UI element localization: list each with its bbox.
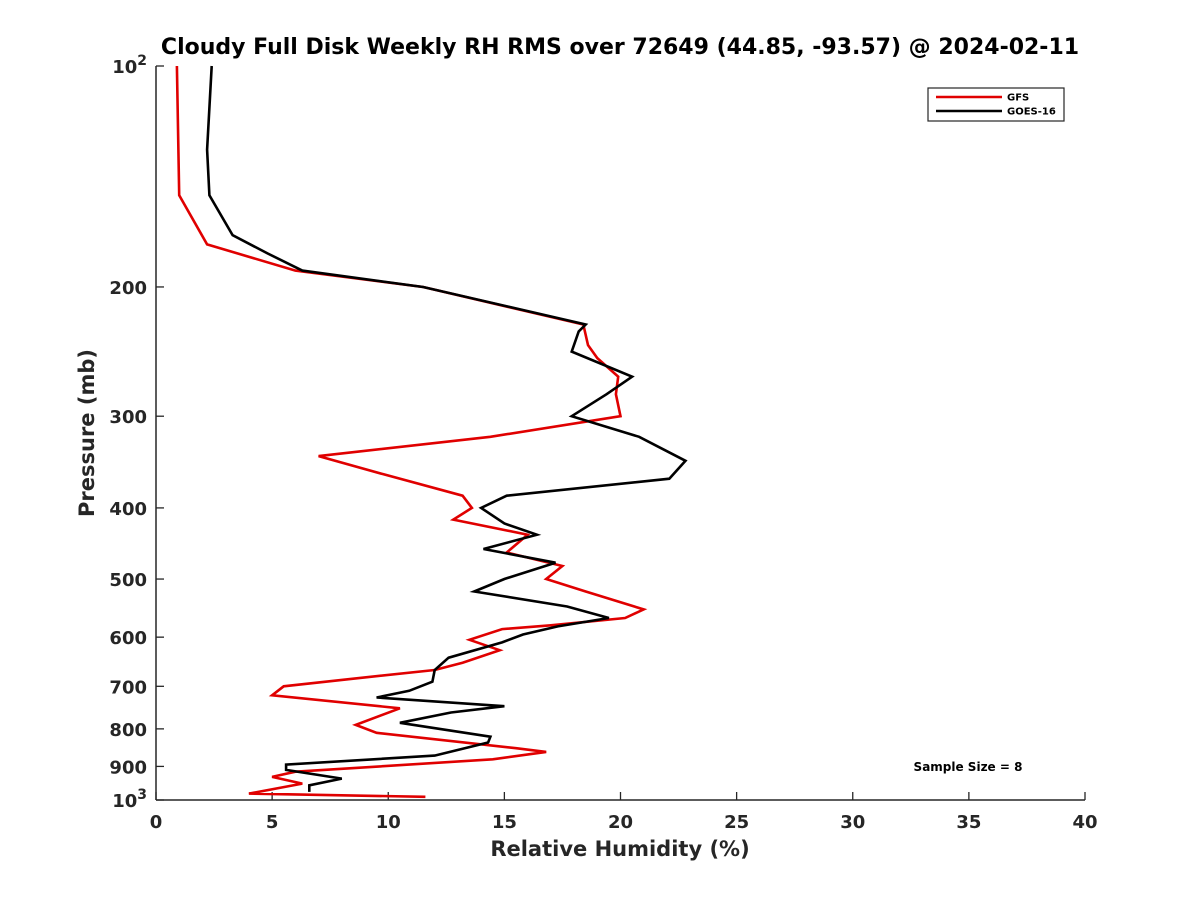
series-lines (175, 65, 688, 799)
x-tick-label: 15 (492, 812, 517, 833)
y-tick-label-base: 900 (109, 757, 147, 778)
x-tick-label: 30 (840, 812, 865, 833)
y-tick-label-base: 600 (109, 628, 147, 649)
x-tick-label: 25 (724, 812, 749, 833)
series-line-gfs (175, 65, 648, 799)
x-tick-label: 35 (956, 812, 981, 833)
sample-size-annotation: Sample Size = 8 (914, 760, 1023, 774)
legend-entries: GFS GOES-16 (936, 93, 1056, 118)
y-tick-label-base: 700 (109, 677, 147, 698)
y-tick-label: 900 (109, 757, 147, 778)
y-tick-label-base: 300 (109, 407, 147, 428)
y-tick-label-exponent: 2 (137, 53, 147, 69)
legend-box (927, 87, 1065, 122)
legend: GFS GOES-16 (927, 87, 1065, 122)
y-tick-label: 800 (109, 720, 147, 741)
chart-title: Cloudy Full Disk Weekly RH RMS over 7264… (161, 35, 1079, 60)
y-tick-label: 700 (109, 677, 147, 698)
y-tick-label: 600 (109, 628, 147, 649)
x-tick-label: 10 (376, 812, 401, 833)
y-axis-label: Pressure (mb) (75, 349, 99, 517)
x-tick-label: 5 (266, 812, 279, 833)
legend-label-gfs: GFS (1007, 93, 1029, 104)
x-tick-label: 40 (1072, 812, 1097, 833)
y-tick-label: 500 (109, 570, 147, 591)
y-tick-label: 103 (112, 787, 147, 812)
y-tick-label-exponent: 3 (137, 787, 147, 803)
y-tick-label: 200 (109, 278, 147, 299)
x-tick-label: 20 (608, 812, 633, 833)
y-tick-label-base: 400 (109, 499, 147, 520)
x-axis-label: Relative Humidity (%) (490, 837, 749, 861)
y-tick-label: 102 (112, 53, 147, 78)
x-tick-label: 0 (150, 812, 163, 833)
y-tick-label: 400 (109, 499, 147, 520)
plot-area: 0 5 10 15 20 25 30 35 40 10220030040050060070080… (109, 53, 1097, 833)
y-tick-label: 300 (109, 407, 147, 428)
y-tick-label-base: 10 (112, 57, 137, 78)
y-tick-label-base: 500 (109, 570, 147, 591)
y-tick-label-base: 800 (109, 720, 147, 741)
series-line-goes-16 (205, 65, 688, 792)
x-ticks: 0 5 10 15 20 25 30 35 40 (150, 792, 1098, 833)
legend-label-goes-16: GOES-16 (1007, 107, 1056, 118)
y-tick-label-base: 10 (112, 791, 137, 812)
y-tick-label-base: 200 (109, 278, 147, 299)
